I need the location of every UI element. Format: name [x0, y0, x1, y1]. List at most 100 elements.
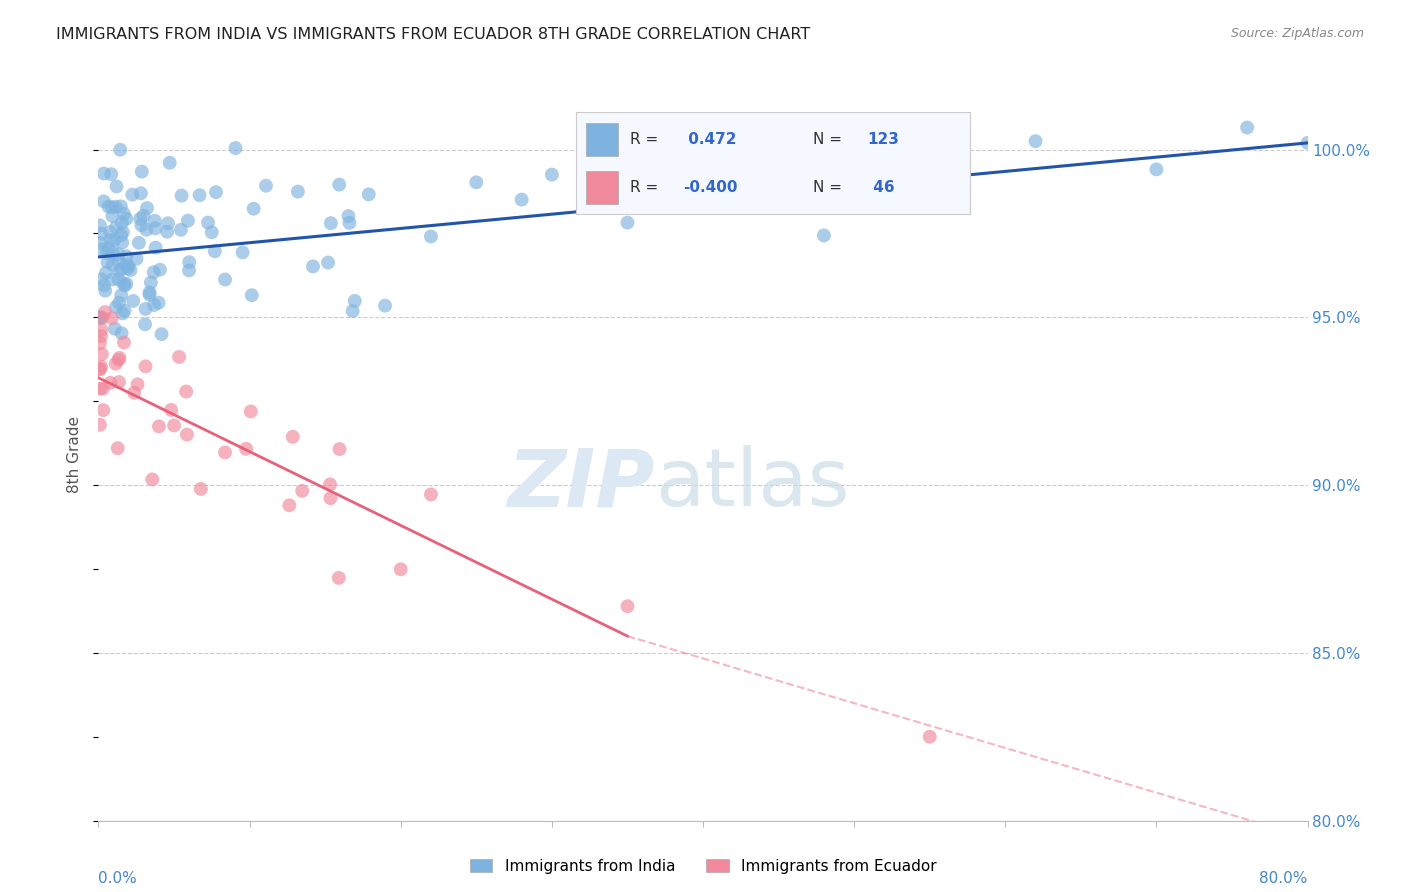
Point: [343, 293, 366, 308]
Point: [89, 417, 111, 432]
Point: [1146, 162, 1168, 177]
Point: [101, 209, 124, 223]
Point: [205, 185, 228, 199]
Point: [115, 258, 138, 272]
Point: [115, 277, 138, 291]
Point: [342, 304, 364, 318]
Point: [813, 228, 835, 243]
Point: [94, 266, 117, 280]
Text: -0.400: -0.400: [683, 180, 737, 195]
Point: [302, 260, 325, 274]
Point: [104, 322, 127, 336]
Point: [104, 200, 127, 214]
Point: [242, 202, 264, 216]
Point: [176, 427, 198, 442]
Point: [143, 214, 166, 228]
Point: [177, 213, 200, 227]
Point: [121, 187, 143, 202]
Point: [319, 477, 342, 491]
Point: [136, 201, 159, 215]
Point: [337, 209, 360, 223]
Point: [93, 278, 115, 293]
Point: [149, 262, 172, 277]
Point: [465, 175, 488, 189]
Point: [232, 245, 254, 260]
Point: [96, 245, 118, 260]
Point: [111, 216, 134, 230]
Point: [174, 384, 197, 399]
Point: [143, 298, 166, 312]
Point: [156, 225, 179, 239]
Point: [135, 223, 157, 237]
Point: [278, 498, 301, 512]
Point: [90, 323, 112, 337]
Text: atlas: atlas: [655, 445, 849, 524]
Point: [100, 376, 122, 390]
Point: [108, 375, 131, 389]
Point: [97, 241, 120, 255]
Point: [89, 336, 111, 351]
Point: [112, 277, 135, 291]
Point: [291, 483, 314, 498]
Point: [214, 445, 236, 459]
Point: [104, 300, 127, 314]
Text: Source: ZipAtlas.com: Source: ZipAtlas.com: [1230, 27, 1364, 40]
Point: [159, 155, 181, 169]
Point: [122, 293, 145, 308]
Point: [89, 382, 111, 396]
Point: [616, 599, 638, 614]
Point: [101, 201, 124, 215]
Text: 123: 123: [868, 132, 900, 146]
Point: [112, 335, 135, 350]
Point: [339, 216, 361, 230]
Point: [420, 229, 443, 244]
Point: [188, 188, 211, 202]
Text: 46: 46: [868, 180, 894, 195]
Point: [111, 306, 134, 320]
Point: [510, 193, 533, 207]
Point: [103, 246, 125, 260]
Point: [127, 377, 149, 392]
Point: [117, 261, 139, 276]
Point: [156, 216, 179, 230]
Y-axis label: 8th Grade: 8th Grade: [67, 417, 83, 493]
Point: [357, 187, 380, 202]
Text: 80.0%: 80.0%: [1260, 871, 1308, 886]
Point: [138, 285, 160, 300]
Point: [96, 255, 118, 269]
Point: [100, 233, 122, 247]
Text: 0.0%: 0.0%: [98, 871, 138, 886]
Point: [103, 234, 125, 248]
Point: [89, 362, 111, 376]
Point: [91, 403, 114, 417]
Point: [240, 288, 263, 302]
Point: [111, 225, 134, 239]
Point: [420, 487, 443, 501]
Point: [111, 262, 134, 277]
Point: [918, 183, 941, 197]
Point: [90, 236, 112, 251]
FancyBboxPatch shape: [586, 123, 617, 155]
Point: [90, 359, 112, 374]
Point: [98, 225, 121, 239]
Point: [90, 272, 112, 286]
Point: [225, 141, 247, 155]
Point: [125, 252, 148, 266]
Point: [148, 419, 170, 434]
Point: [111, 235, 134, 250]
Point: [389, 562, 412, 576]
Point: [190, 482, 212, 496]
Point: [235, 442, 257, 456]
Point: [107, 247, 129, 261]
Point: [148, 295, 170, 310]
Text: IMMIGRANTS FROM INDIA VS IMMIGRANTS FROM ECUADOR 8TH GRADE CORRELATION CHART: IMMIGRANTS FROM INDIA VS IMMIGRANTS FROM…: [56, 27, 810, 42]
Point: [101, 272, 124, 286]
Point: [918, 730, 941, 744]
Point: [108, 295, 131, 310]
Point: [90, 347, 112, 361]
Point: [142, 265, 165, 279]
Point: [89, 310, 111, 325]
Point: [132, 209, 155, 223]
Text: R =: R =: [630, 180, 658, 195]
Point: [94, 305, 117, 319]
